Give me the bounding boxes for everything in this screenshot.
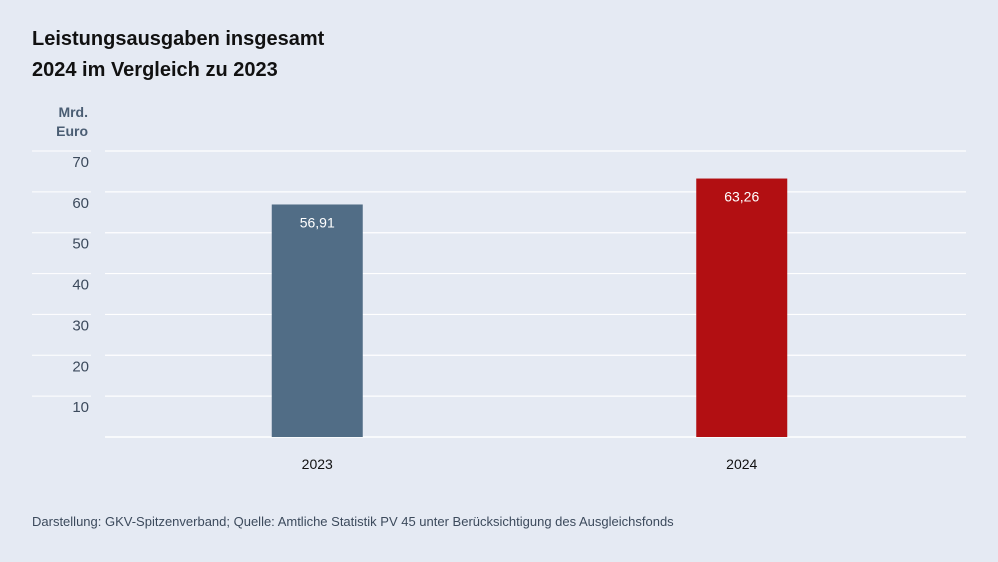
y-tick-label: 40 bbox=[72, 277, 89, 294]
bar-2023 bbox=[271, 204, 363, 437]
y-axis-unit-label: Mrd. Euro bbox=[38, 103, 88, 141]
x-tick-label: 2023 bbox=[302, 456, 333, 472]
x-tick-label: 2024 bbox=[726, 456, 757, 472]
y-axis-unit-line-2: Euro bbox=[56, 123, 88, 139]
bar-2024 bbox=[696, 178, 788, 437]
chart-title: Leistungsausgaben insgesamt 2024 im Verg… bbox=[32, 24, 324, 86]
y-tick-label: 70 bbox=[72, 154, 89, 171]
source-note: Darstellung: GKV-Spitzenverband; Quelle:… bbox=[32, 514, 674, 529]
bar-value-label: 63,26 bbox=[724, 189, 759, 205]
y-tick-label: 50 bbox=[72, 236, 89, 253]
chart-title-line-1: Leistungsausgaben insgesamt bbox=[32, 28, 325, 50]
y-tick-label: 10 bbox=[72, 399, 89, 416]
y-tick-label: 30 bbox=[72, 317, 89, 334]
y-axis-unit-line-1: Mrd. bbox=[58, 104, 88, 120]
y-tick-label: 20 bbox=[72, 358, 89, 375]
chart-title-line-2: 2024 im Vergleich zu 2023 bbox=[32, 59, 278, 81]
y-tick-label: 60 bbox=[72, 195, 89, 212]
bar-value-label: 56,91 bbox=[300, 214, 335, 230]
